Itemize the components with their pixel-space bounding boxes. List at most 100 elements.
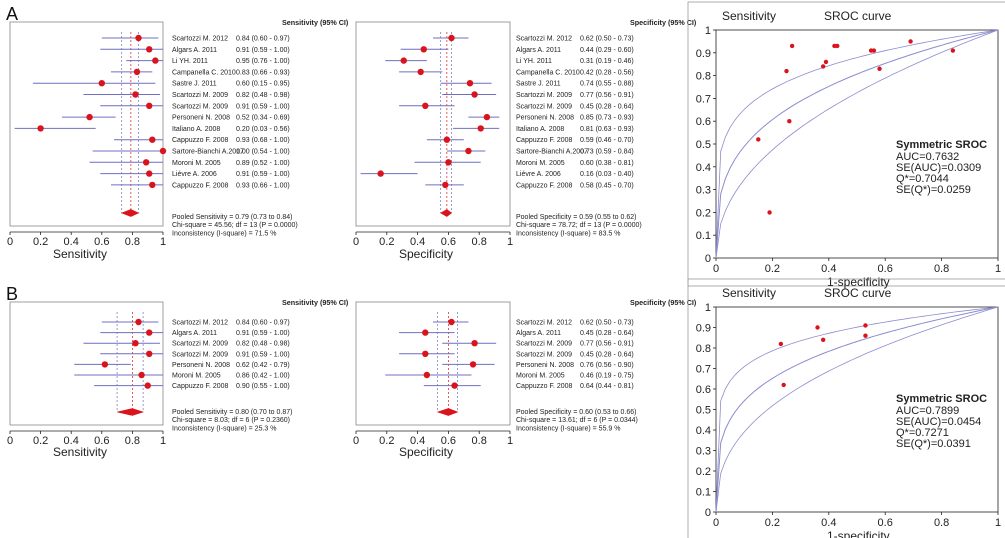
forest-sensitivity-study-ci-a: 0.91 (0.59 - 1.00) — [236, 103, 290, 110]
forest-sensitivity-study-ci-a: 0.91 (0.59 - 1.00) — [236, 171, 290, 178]
forest-specificity-x-tick-label-b: 0.4 — [410, 435, 425, 447]
forest-specificity-study-ci-a: 0.81 (0.63 - 0.93) — [580, 126, 634, 133]
forest-specificity-point-a — [420, 46, 427, 53]
forest-specificity-study-name-a: Sartore-Bianchi A.2007 — [516, 149, 588, 156]
sroc-y-tick-label-b: 0.7 — [696, 364, 711, 376]
sroc-ci-band-a — [715, 29, 999, 259]
sroc-study-point-a — [835, 43, 840, 49]
forest-specificity-study-name-a: Italiano A. 2008 — [516, 126, 564, 133]
forest-specificity-stats-line-a: Chi-square = 78.72; df = 13 (P = 0.0000) — [516, 222, 642, 229]
forest-specificity-point-a — [442, 181, 449, 189]
forest-sensitivity-study-name-a: Campanella C. 2010 — [172, 69, 236, 76]
sroc-stats-line-a: SE(AUC)=0.0309 — [896, 162, 981, 174]
forest-specificity-point-a — [377, 170, 384, 177]
forest-sensitivity-x-tick-label-b: 0.6 — [94, 435, 109, 447]
forest-specificity-study-name-b: Scartozzi M. 2009 — [516, 341, 572, 348]
forest-specificity-x-tick-label-a: 1 — [507, 236, 513, 248]
forest-specificity-point-a — [417, 68, 424, 76]
forest-sensitivity-stats-line-b: Pooled Sensitivity = 0.80 (0.70 to 0.87) — [172, 409, 292, 416]
forest-specificity-x-tick-label-a: 0.6 — [441, 236, 456, 248]
forest-specificity-study-ci-b: 0.45 (0.28 - 0.64) — [580, 351, 634, 358]
sroc-y-tick-label-a: 0.1 — [696, 230, 711, 242]
forest-specificity-study-name-a: Personeni N. 2008 — [516, 115, 574, 122]
forest-specificity-study-name-a: Moroni M. 2005 — [516, 160, 565, 167]
forest-specificity-study-name-a: Scartozzi M. 2009 — [516, 103, 572, 110]
forest-sensitivity-stats-line-a: Chi-square = 45.56; df = 13 (P = 0.0000) — [172, 222, 298, 229]
forest-sensitivity-study-ci-a: 0.84 (0.60 - 0.97) — [236, 36, 290, 43]
forest-specificity-point-a — [465, 147, 472, 155]
forest-sensitivity-study-ci-b: 0.90 (0.55 - 1.00) — [236, 383, 290, 390]
forest-specificity-study-ci-a: 0.16 (0.03 - 0.40) — [580, 171, 634, 178]
sroc-study-point-a — [789, 43, 795, 49]
forest-sensitivity-frame-b — [9, 301, 164, 426]
forest-sensitivity-study-ci-a: 0.93 (0.68 - 1.00) — [236, 137, 290, 144]
forest-specificity-study-name-a: Sastre J. 2011 — [516, 81, 561, 88]
forest-sensitivity-study-ci-b: 0.91 (0.59 - 1.00) — [236, 330, 290, 337]
forest-sensitivity-study-name-a: Moroni M. 2005 — [172, 160, 221, 167]
forest-sensitivity-study-name-a: Sastre J. 2011 — [172, 81, 217, 88]
forest-sensitivity-point-a — [86, 113, 93, 121]
forest-specificity-stats-line-a: Pooled Specificity = 0.59 (0.55 to 0.62) — [516, 214, 636, 221]
forest-sensitivity-study-ci-a: 0.91 (0.59 - 1.00) — [236, 47, 290, 54]
sroc-stats-line-a: AUC=0.7632 — [896, 151, 959, 163]
sroc-y-tick-label-a: 0.6 — [696, 116, 711, 128]
sroc-y-tick-label-b: 0.5 — [696, 405, 711, 417]
sroc-y-tick-label-a: 0.3 — [696, 185, 711, 197]
forest-sensitivity-study-name-a: Scartozzi M. 2012 — [172, 36, 228, 43]
forest-sensitivity-study-ci-b: 0.84 (0.60 - 0.97) — [236, 320, 290, 327]
forest-sensitivity-study-ci-b: 0.86 (0.42 - 1.00) — [236, 373, 290, 380]
sroc-x-tick-label-b: 0.2 — [765, 517, 780, 529]
sroc-y-tick-label-b: 0.1 — [696, 487, 711, 499]
forest-sensitivity-pooled-diamond-b — [117, 408, 145, 416]
forest-specificity-x-tick-label-b: 0 — [353, 435, 359, 447]
forest-sensitivity-study-name-b: Scartozzi M. 2012 — [172, 320, 228, 327]
forest-sensitivity-x-tick-label-b: 0 — [7, 435, 13, 447]
forest-sensitivity-point-b — [146, 329, 153, 336]
forest-sensitivity-study-ci-a: 0.83 (0.66 - 0.93) — [236, 69, 290, 76]
forest-specificity-study-ci-a: 0.73 (0.59 - 0.84) — [580, 149, 634, 156]
forest-sensitivity-point-b — [135, 318, 142, 326]
sroc-study-point-a — [823, 59, 829, 65]
forest-sensitivity-study-ci-b: 0.91 (0.59 - 1.00) — [236, 351, 290, 358]
forest-sensitivity-x-tick-label-b: 0.8 — [125, 435, 140, 447]
forest-sensitivity-study-name-b: Moroni M. 2005 — [172, 373, 221, 380]
forest-specificity-study-ci-b: 0.46 (0.19 - 0.75) — [580, 373, 634, 380]
panel-label-b: B — [6, 284, 19, 304]
sroc-y-tick-label-a: 0.8 — [696, 71, 711, 83]
sroc-ci-band-b — [715, 306, 999, 513]
forest-specificity-header-a: Specificity (95% CI) — [630, 18, 697, 27]
forest-specificity-study-ci-b: 0.76 (0.56 - 0.90) — [580, 362, 634, 369]
forest-sensitivity-point-a — [152, 57, 159, 64]
sroc-y-tick-label-b: 0.9 — [696, 323, 711, 335]
sroc-x-tick-label-a: 0 — [713, 263, 719, 275]
sroc-y-tick-label-a: 0.9 — [696, 48, 711, 60]
forest-specificity-point-a — [466, 80, 474, 87]
sroc-ci-band-b — [715, 306, 999, 513]
forest-sensitivity-frame-a — [9, 21, 164, 227]
forest-specificity-x-tick-label-b: 0.8 — [472, 435, 487, 447]
sroc-x-tick-label-b: 0.4 — [821, 517, 836, 529]
forest-specificity-x-tick-label-b: 0.2 — [379, 435, 394, 447]
forest-sensitivity-pooled-diamond-a — [120, 209, 140, 217]
sroc-x-label-a: 1-specificity — [827, 275, 890, 289]
forest-sensitivity-study-ci-a: 0.95 (0.76 - 1.00) — [236, 58, 290, 65]
sroc-study-point-b — [778, 341, 784, 347]
forest-sensitivity-point-a — [133, 68, 141, 76]
sroc-y-tick-label-a: 1 — [705, 25, 711, 37]
sroc-y-tick-label-b: 0.4 — [696, 425, 711, 437]
sroc-y-tick-label-b: 0.2 — [696, 466, 711, 478]
forest-sensitivity-study-ci-a: 0.60 (0.15 - 0.95) — [236, 81, 290, 88]
forest-specificity-study-ci-a: 0.44 (0.29 - 0.60) — [580, 47, 634, 54]
sroc-study-point-a — [950, 48, 956, 53]
sroc-study-point-b — [820, 337, 826, 342]
forest-specificity-x-tick-label-a: 0.4 — [410, 236, 425, 248]
forest-specificity-x-tick-label-a: 0 — [353, 236, 359, 248]
forest-sensitivity-study-name-a: Li YH. 2011 — [172, 58, 208, 65]
sroc-y-tick-label-a: 0.2 — [696, 207, 711, 219]
forest-specificity-x-tick-label-a: 0.8 — [472, 236, 487, 248]
forest-sensitivity-point-b — [132, 340, 139, 347]
forest-specificity-x-label-a: Specificity — [399, 247, 453, 261]
forest-specificity-study-name-a: Cappuzzo F. 2008 — [516, 137, 573, 144]
forest-specificity-study-ci-a: 0.85 (0.73 - 0.93) — [580, 115, 634, 122]
sroc-study-point-a — [787, 119, 792, 124]
